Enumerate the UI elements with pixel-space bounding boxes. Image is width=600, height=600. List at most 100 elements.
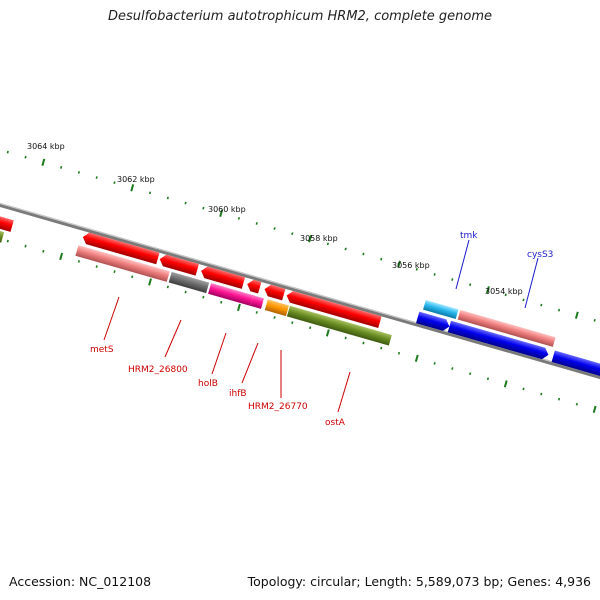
ruler-minor-tick xyxy=(291,232,294,236)
ruler-major-tick xyxy=(219,209,224,217)
ruler-minor-tick xyxy=(95,265,98,268)
ruler-minor-tick xyxy=(60,165,63,169)
gene-label-HRM2_26770: HRM2_26770 xyxy=(248,402,308,412)
ruler-label: 3062 kbp xyxy=(117,175,155,184)
ruler-minor-tick xyxy=(202,206,205,210)
ruler-minor-tick xyxy=(593,318,596,322)
ruler-major-tick xyxy=(308,235,313,243)
gene-reverse[interactable] xyxy=(158,253,199,276)
gene-HRM2_26770[interactable] xyxy=(264,299,289,317)
gene-ostA[interactable] xyxy=(285,290,382,328)
ruler-minor-tick xyxy=(469,372,472,376)
ruler-minor-tick xyxy=(309,326,312,330)
ruler-major-tick xyxy=(486,286,490,294)
ruler-minor-tick xyxy=(255,311,258,314)
genome-stats-text: Topology: circular; Length: 5,589,073 bp… xyxy=(247,574,591,589)
ruler-minor-tick xyxy=(397,351,401,355)
ruler-minor-tick xyxy=(326,242,329,246)
ruler-minor-tick xyxy=(344,336,347,340)
ruler-minor-tick xyxy=(540,303,543,307)
gene-ostA-rna[interactable] xyxy=(286,305,392,346)
ruler-minor-tick xyxy=(77,260,80,263)
gene-metS[interactable] xyxy=(81,231,160,265)
ruler-minor-tick xyxy=(166,285,169,289)
ruler-label: 3064 kbp xyxy=(27,142,65,151)
ruler-labels: 3064 kbp 3062 kbp 3060 kbp 3058 kbp 3056… xyxy=(27,142,523,296)
ruler-minor-tick xyxy=(220,300,223,304)
ruler-minor-tick xyxy=(557,308,561,312)
ruler-minor-tick xyxy=(291,321,294,325)
ruler-minor-tick xyxy=(184,201,187,205)
ruler-minor-tick xyxy=(522,387,525,391)
ruler-minor-tick xyxy=(113,181,116,185)
ruler-minor-tick xyxy=(451,367,454,370)
ruler-minor-tick xyxy=(131,275,134,279)
gene-holB-rna[interactable] xyxy=(208,283,254,306)
ruler-minor-tick xyxy=(113,270,116,274)
ruler-minor-tick xyxy=(433,362,436,365)
ruler-major-tick xyxy=(237,303,241,312)
gene-label-cysS3: cysS3 xyxy=(527,250,553,260)
ruler-major-tick xyxy=(59,252,64,261)
ruler-label: 3054 kbp xyxy=(485,287,523,296)
ruler-minor-tick xyxy=(557,397,561,401)
gene-cysS3[interactable] xyxy=(457,309,556,347)
gene-label-metS: metS xyxy=(90,345,114,355)
ruler-minor-tick xyxy=(77,171,80,174)
gene-tmk-cds[interactable] xyxy=(416,311,451,333)
gene-ihfB[interactable] xyxy=(246,278,262,294)
ruler-major-tick xyxy=(592,405,597,413)
ruler-major-tick xyxy=(414,354,419,362)
ruler-minor-tick xyxy=(24,244,27,248)
ruler-minor-tick xyxy=(42,249,45,253)
ruler-minor-tick xyxy=(522,298,525,302)
gene-holB[interactable] xyxy=(199,265,246,289)
map-title: Desulfobacterium autotrophicum HRM2, com… xyxy=(107,9,493,24)
ruler-minor-tick xyxy=(273,227,276,230)
ruler-minor-tick xyxy=(433,273,436,276)
ruler-major-tick xyxy=(41,158,46,166)
ruler-minor-tick xyxy=(469,283,472,287)
ruler-major-tick xyxy=(574,311,579,319)
ruler-minor-tick xyxy=(24,155,27,159)
ruler-label: 3060 kbp xyxy=(208,205,246,214)
ruler-minor-tick xyxy=(575,402,578,406)
gene-reverse-blue[interactable] xyxy=(551,350,600,383)
ruler-major-tick xyxy=(130,184,135,192)
genome-backbone xyxy=(0,170,600,390)
gene-tmk[interactable] xyxy=(423,299,459,319)
gene-reverse[interactable] xyxy=(0,206,14,232)
ruler-minor-tick xyxy=(380,257,383,261)
ruler-label: 3058 kbp xyxy=(300,234,338,243)
gene-labels: metS HRM2_26800 holB ihfB HRM2_26770 ost… xyxy=(90,231,553,428)
ruler-major-tick xyxy=(325,329,330,337)
gene-label-HRM2_26800: HRM2_26800 xyxy=(128,365,188,375)
ruler-minor-tick xyxy=(504,293,507,297)
gene-HRM2_26800[interactable] xyxy=(168,271,210,294)
ruler-major-tick xyxy=(397,260,401,268)
ruler-minor-tick xyxy=(380,346,383,350)
accession-text: Accession: NC_012108 xyxy=(9,574,152,589)
gene-metS-rna[interactable] xyxy=(75,245,170,282)
gene-label-ostA: ostA xyxy=(325,418,346,428)
callout-lines xyxy=(103,239,539,413)
ruler-minor-tick xyxy=(166,196,169,200)
gene-reverse[interactable] xyxy=(263,283,286,301)
ruler-minor-tick xyxy=(344,247,347,251)
ruler-minor-tick xyxy=(486,377,490,381)
ruler-minor-tick xyxy=(237,216,241,220)
ruler-minor-tick xyxy=(362,252,365,256)
gene-label-tmk: tmk xyxy=(460,231,478,241)
ruler-label: 3056 kbp xyxy=(392,261,430,270)
ruler-minor-tick xyxy=(184,290,187,294)
ruler-major-tick xyxy=(148,278,152,286)
ruler-major-tick xyxy=(503,380,508,388)
gene-cysS3-cds[interactable] xyxy=(447,320,550,361)
ruler-minor-tick xyxy=(415,267,418,271)
ruler-minor-tick xyxy=(148,191,152,195)
gene-ihfB-rna[interactable] xyxy=(250,295,264,309)
ruler-minor-tick xyxy=(95,176,98,179)
ruler-minor-tick xyxy=(451,278,454,281)
gene-label-ihfB: ihfB xyxy=(229,389,247,399)
